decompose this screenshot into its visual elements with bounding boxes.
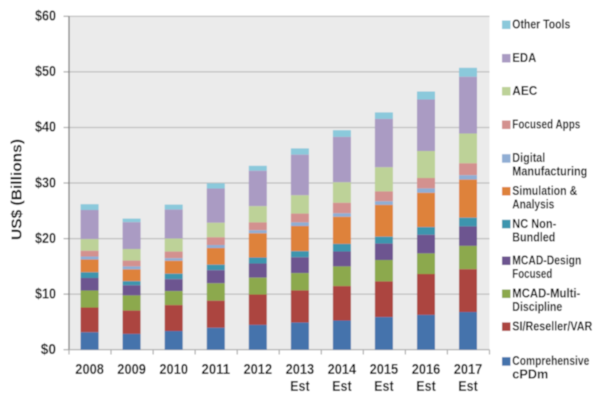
svg-text:Est: Est bbox=[290, 379, 310, 395]
svg-text:Est: Est bbox=[332, 379, 352, 395]
svg-text:Manufacturing: Manufacturing bbox=[512, 164, 587, 179]
svg-text:Other Tools: Other Tools bbox=[512, 17, 570, 32]
svg-text:2012: 2012 bbox=[244, 362, 273, 378]
svg-text:Bundled: Bundled bbox=[512, 229, 555, 244]
svg-text:$20: $20 bbox=[35, 230, 56, 247]
svg-text:Est: Est bbox=[374, 379, 394, 395]
svg-text:2010: 2010 bbox=[159, 362, 188, 378]
svg-text:Analysis: Analysis bbox=[512, 197, 554, 212]
svg-text:2015: 2015 bbox=[370, 362, 399, 378]
svg-text:MCAD-Design: MCAD-Design bbox=[512, 253, 581, 268]
svg-text:$10: $10 bbox=[35, 285, 56, 302]
svg-text:NC Non-: NC Non- bbox=[512, 216, 556, 231]
svg-text:2009: 2009 bbox=[117, 362, 146, 378]
svg-text:2013: 2013 bbox=[286, 362, 315, 378]
svg-text:US$ (Billions): US$ (Billions) bbox=[9, 139, 26, 240]
svg-text:cPDm: cPDm bbox=[512, 367, 548, 382]
svg-text:AEC: AEC bbox=[512, 83, 538, 98]
svg-text:$0: $0 bbox=[41, 341, 56, 358]
svg-text:Focused Apps: Focused Apps bbox=[512, 117, 580, 132]
svg-text:Discipline: Discipline bbox=[512, 299, 562, 314]
svg-text:Digital: Digital bbox=[512, 150, 545, 165]
svg-text:2017: 2017 bbox=[454, 362, 483, 378]
svg-text:Est: Est bbox=[416, 379, 436, 395]
svg-text:EDA: EDA bbox=[512, 50, 537, 65]
svg-text:2011: 2011 bbox=[202, 362, 231, 378]
svg-text:Est: Est bbox=[458, 379, 478, 395]
svg-text:2014: 2014 bbox=[328, 362, 357, 378]
svg-text:$40: $40 bbox=[35, 119, 56, 136]
svg-text:Comprehensive: Comprehensive bbox=[512, 353, 589, 368]
svg-text:$30: $30 bbox=[35, 174, 56, 191]
svg-text:$50: $50 bbox=[35, 63, 56, 80]
svg-text:MCAD-Multi-: MCAD-Multi- bbox=[512, 286, 580, 301]
svg-text:2008: 2008 bbox=[75, 362, 104, 378]
svg-text:Simulation &: Simulation & bbox=[512, 183, 577, 198]
svg-text:Focused: Focused bbox=[512, 266, 552, 281]
svg-text:$60: $60 bbox=[35, 8, 56, 25]
svg-text:SI/Reseller/VAR: SI/Reseller/VAR bbox=[512, 318, 592, 333]
svg-text:2016: 2016 bbox=[412, 362, 441, 378]
